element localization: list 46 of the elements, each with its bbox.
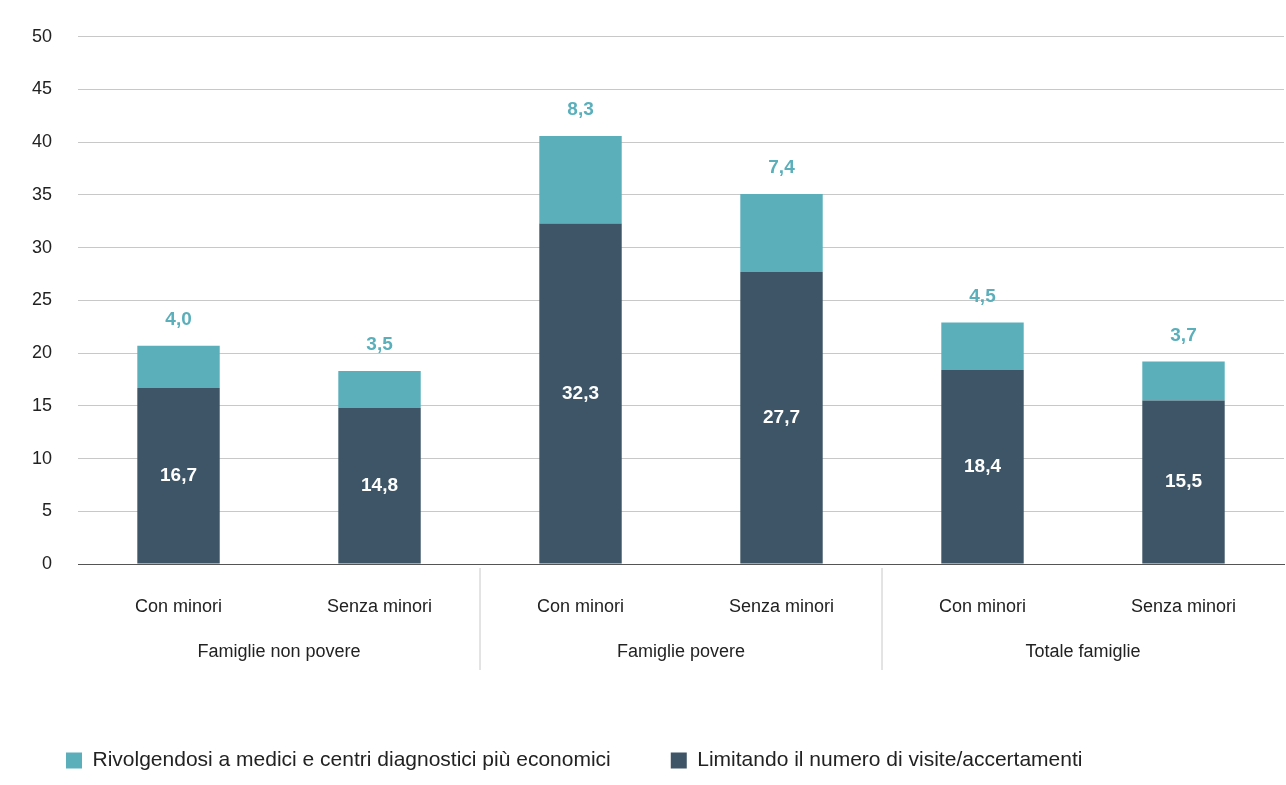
bar [941, 322, 1024, 370]
y-tick-label: 10 [31, 447, 53, 468]
x-tick-label: Senza minori [326, 595, 433, 616]
data-label: 15,5 [1165, 470, 1203, 492]
data-label: 8,3 [567, 98, 594, 120]
y-tick-label: 20 [31, 342, 53, 363]
y-tick-label: 5 [42, 500, 53, 521]
x-tick-label: Senza minori [1130, 595, 1237, 616]
bar [941, 369, 1024, 564]
bar [740, 193, 823, 272]
y-tick-label: 15 [31, 394, 53, 415]
x-tick-label: Con minori [135, 595, 223, 616]
data-label: 3,7 [1170, 323, 1197, 345]
data-label: 4,5 [969, 284, 997, 306]
bar [1142, 400, 1225, 564]
bar [539, 135, 622, 224]
data-label: 14,8 [361, 473, 399, 495]
bar [137, 345, 220, 388]
bar [338, 407, 421, 564]
data-label: 32,3 [562, 381, 599, 403]
data-label: 16,7 [160, 463, 198, 485]
y-tick-label: 45 [31, 78, 53, 99]
y-tick-label: 40 [31, 131, 53, 152]
data-label: 4,0 [165, 307, 192, 329]
data-label: 27,7 [763, 405, 800, 427]
bar [338, 371, 421, 408]
y-tick-label: 35 [31, 183, 53, 204]
y-tick-label: 0 [42, 552, 53, 573]
data-label: 3,5 [366, 333, 394, 355]
y-tick-label: 25 [31, 289, 53, 310]
x-tick-label: Con minori [938, 595, 1027, 616]
bar [740, 271, 823, 564]
text: Totale famiglie [1025, 640, 1141, 661]
x-tick-label: Con minori [537, 595, 625, 616]
y-tick-label: 50 [31, 25, 53, 46]
y-tick-label: 30 [31, 236, 53, 257]
bar [1142, 361, 1225, 401]
data-label: 7,4 [768, 156, 796, 178]
bar [539, 223, 622, 564]
bar [137, 387, 220, 564]
legend-label: Rivolgendosi a medici e centri diagnostici più economici [92, 747, 611, 771]
x-tick-label: Senza minori [728, 595, 835, 616]
text: Famiglie povere [616, 640, 746, 661]
text: Famiglie non povere [197, 640, 361, 661]
legend-label: Limitando il numero di visite/accertamenti [697, 747, 1083, 771]
data-label: 18,4 [964, 454, 1002, 476]
